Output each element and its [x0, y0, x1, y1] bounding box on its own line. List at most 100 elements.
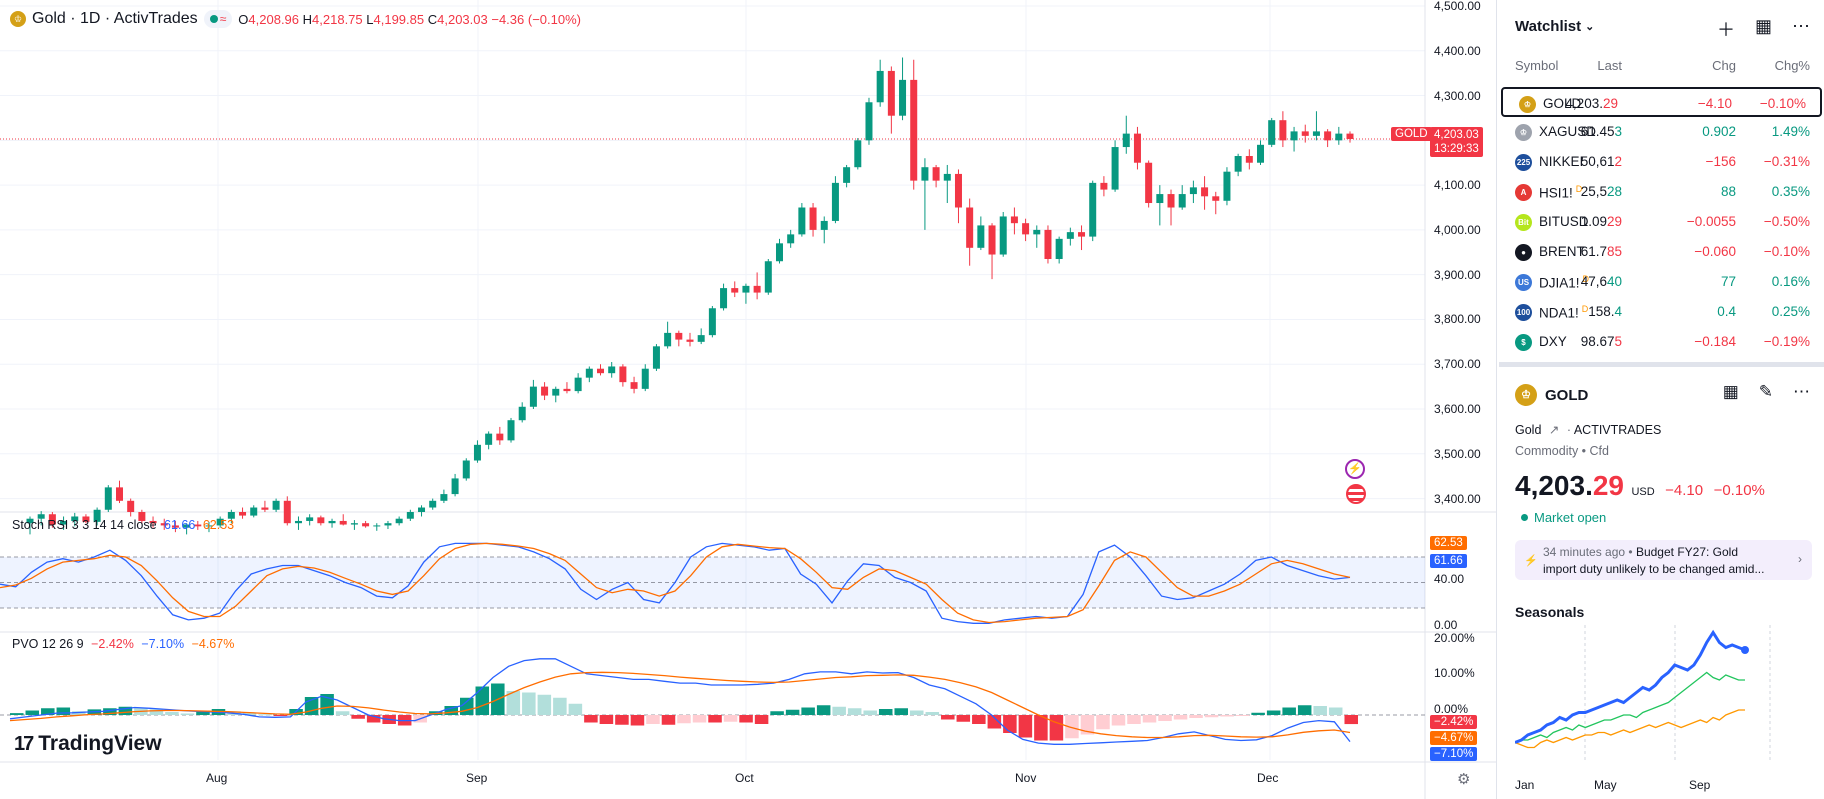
- watchlist-symbol: DXY: [1539, 334, 1567, 349]
- edit-icon[interactable]: ✎: [1758, 382, 1773, 401]
- candle: [708, 308, 716, 336]
- pvo-signal-line: [9, 671, 1351, 739]
- candle: [887, 70, 895, 116]
- last-price: 4,203.03: [1434, 129, 1479, 141]
- seasonals-x-jan: Jan: [1515, 778, 1535, 792]
- currency-label: USD: [1631, 486, 1655, 498]
- instrument-name[interactable]: Gold: [1515, 423, 1542, 437]
- candle: [932, 167, 940, 181]
- watchlist-symbol: XAGUSD: [1539, 124, 1597, 139]
- watchlist-row[interactable]: A HSI1! D 25,528 88 0.35%: [1499, 177, 1824, 207]
- watchlist-last: 50,612: [1580, 154, 1622, 169]
- watchlist-row[interactable]: US DJIA1! D 47,640 77 0.16%: [1499, 267, 1824, 297]
- candle: [93, 509, 101, 522]
- symbol-title[interactable]: Gold · 1D · ActivTrades: [32, 10, 198, 27]
- flash-icon[interactable]: ⚡: [1345, 459, 1365, 479]
- seasonal-line: [1515, 671, 1745, 744]
- candle: [395, 518, 403, 524]
- price-axis-label: 3,500.00: [1434, 446, 1481, 461]
- candle: [440, 494, 448, 501]
- candle: [272, 500, 280, 510]
- col-chg-pct[interactable]: Chg%: [1774, 58, 1810, 73]
- watchlist-row[interactable]: ♔ GOLD 4,203.29 −4.10 −0.10%: [1501, 87, 1822, 117]
- candle: [1022, 223, 1030, 235]
- us-flag-icon[interactable]: [1346, 484, 1366, 504]
- candle: [1033, 229, 1041, 235]
- pvo-histogram-bar: [878, 709, 893, 715]
- candle: [854, 140, 862, 168]
- watchlist-last: 158.4: [1588, 304, 1622, 319]
- candle: [988, 225, 996, 255]
- news-time: 34 minutes ago: [1543, 545, 1626, 559]
- seasonals-title[interactable]: Seasonals: [1515, 604, 1585, 620]
- stoch-band: [0, 557, 1425, 608]
- symbol-legend: ♔ Gold · 1D · ActivTrades ≈ O4,208.96 H4…: [10, 10, 581, 28]
- watchlist-symbol: NDA1! D: [1539, 304, 1589, 321]
- col-chg[interactable]: Chg: [1712, 58, 1736, 73]
- pvo-histogram-bar: [1127, 715, 1141, 724]
- details-change: −4.10: [1665, 482, 1704, 499]
- watchlist-row[interactable]: $ DXY 98.675 −0.184 −0.19%: [1499, 327, 1824, 357]
- more-icon[interactable]: ⋯: [1792, 16, 1810, 36]
- grid-icon[interactable]: ▦: [1722, 382, 1739, 401]
- settings-gear-icon[interactable]: ⚙: [1457, 771, 1471, 788]
- market-status[interactable]: Market open: [1521, 510, 1606, 525]
- watchlist-title[interactable]: Watchlist ⌄: [1515, 18, 1595, 35]
- exchange-name[interactable]: ACTIVTRADES: [1573, 423, 1662, 437]
- pvo-legend[interactable]: PVO 12 26 9 −2.42% −7.10% −4.67%: [12, 637, 234, 651]
- watchlist-row[interactable]: 225 NIKKEI 50,612 −156 −0.31%: [1499, 147, 1824, 177]
- symbol-logo-icon: Bit: [1515, 214, 1532, 231]
- status-pill[interactable]: ≈: [203, 10, 233, 28]
- candle: [977, 225, 985, 248]
- watchlist-change-pct: 1.49%: [1771, 124, 1810, 139]
- candle: [1189, 187, 1197, 195]
- symbol-logo-icon: ♔: [1515, 124, 1532, 141]
- candle: [1066, 232, 1074, 239]
- chart-canvas[interactable]: [0, 0, 1497, 799]
- watchlist-row[interactable]: ♔ XAGUSD 61.453 0.902 1.49%: [1499, 117, 1824, 147]
- stoch-k-value: 61.66: [164, 518, 196, 532]
- candle: [485, 433, 493, 445]
- watchlist-change: −0.060: [1694, 244, 1736, 259]
- bar-countdown: 13:29:33: [1434, 143, 1479, 155]
- tradingview-logo[interactable]: 17 TradingView: [14, 732, 162, 756]
- gold-icon[interactable]: ♔: [10, 11, 26, 27]
- candle: [585, 368, 593, 378]
- candle: [1156, 194, 1164, 204]
- pvo-histogram-bar: [894, 708, 908, 715]
- external-link-icon[interactable]: ↗: [1548, 423, 1560, 437]
- plus-icon[interactable]: ＋: [1716, 20, 1735, 40]
- pvo-histogram-bar: [1189, 715, 1203, 718]
- pvo-histogram-bar: [460, 697, 474, 715]
- watchlist-row[interactable]: ● BRENT 61.785 −0.060 −0.10%: [1499, 237, 1824, 267]
- candle: [753, 285, 761, 293]
- candle: [664, 332, 672, 347]
- news-headline-card[interactable]: ⚡ 34 minutes ago • Budget FY27: Gold imp…: [1515, 540, 1812, 580]
- symbol-logo-icon: 225: [1515, 154, 1532, 171]
- layout-icon[interactable]: ▦: [1754, 16, 1772, 36]
- watchlist-row[interactable]: Bit BITUSD 1.0929 −0.0055 −0.50%: [1499, 207, 1824, 237]
- delayed-badge: D: [1575, 184, 1583, 194]
- details-price-value: 4,203.29: [1515, 470, 1625, 501]
- pvo-histogram-bar: [320, 694, 334, 715]
- candle: [899, 79, 907, 116]
- chart-area[interactable]: ♔ Gold · 1D · ActivTrades ≈ O4,208.96 H4…: [0, 0, 1497, 799]
- col-symbol[interactable]: Symbol: [1515, 58, 1559, 73]
- panel-divider[interactable]: [1499, 362, 1824, 367]
- stoch-rsi-legend[interactable]: Stoch RSI 3 3 14 14 close 61.66 62.53: [12, 518, 234, 532]
- candle: [1201, 187, 1209, 197]
- pvo-histogram-bar: [925, 712, 940, 715]
- last-price-tag: 4,203.03 13:29:33: [1430, 127, 1483, 157]
- gold-icon: ♔: [1515, 384, 1537, 406]
- more-icon[interactable]: ⋯: [1793, 382, 1810, 401]
- stoch-axis-0: 0.00: [1434, 618, 1458, 632]
- col-last[interactable]: Last: [1597, 58, 1622, 73]
- candle: [26, 518, 34, 524]
- candle: [720, 288, 728, 309]
- seasonals-chart[interactable]: [1515, 625, 1810, 765]
- watchlist-change: 0.4: [1717, 304, 1736, 319]
- candle: [675, 332, 683, 340]
- watchlist-change-pct: 0.16%: [1771, 274, 1810, 289]
- watchlist-row[interactable]: 100 NDA1! D 158.4 0.4 0.25%: [1499, 297, 1824, 327]
- details-symbol[interactable]: ♔ GOLD: [1515, 384, 1588, 406]
